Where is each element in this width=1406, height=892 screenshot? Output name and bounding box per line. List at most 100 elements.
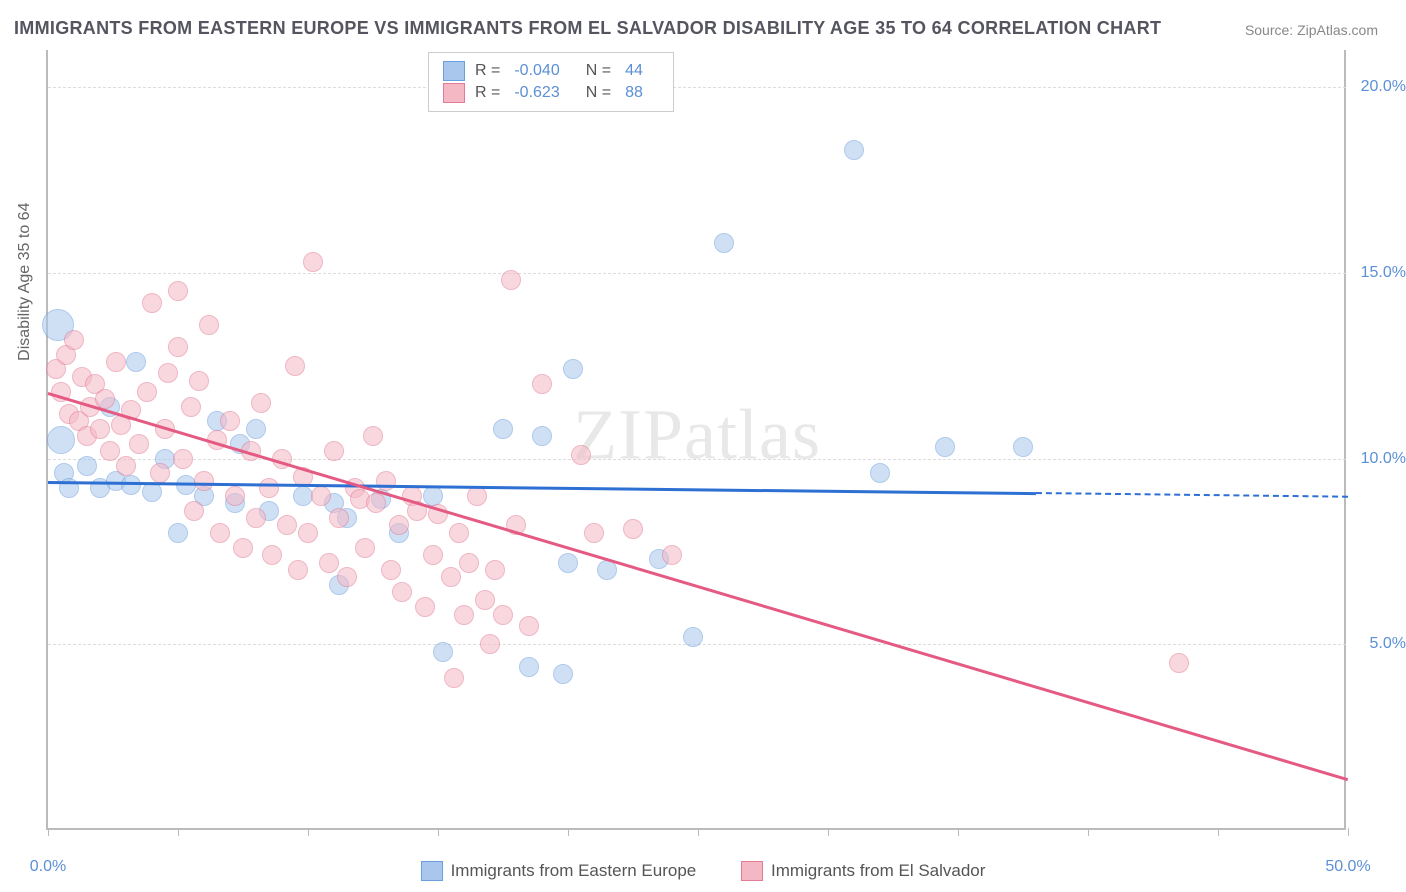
scatter-point <box>355 538 375 558</box>
swatch-icon <box>741 861 763 881</box>
x-tick <box>568 828 569 836</box>
scatter-point <box>233 538 253 558</box>
scatter-point <box>199 315 219 335</box>
n-label: N = <box>586 84 611 102</box>
scatter-point <box>324 441 344 461</box>
scatter-point <box>558 553 578 573</box>
y-tick-label: 5.0% <box>1370 635 1406 653</box>
y-axis-title: Disability Age 35 to 64 <box>16 203 34 361</box>
scatter-point <box>459 553 479 573</box>
r-label: R = <box>475 84 500 102</box>
scatter-point <box>844 140 864 160</box>
scatter-point <box>376 471 396 491</box>
scatter-point <box>563 359 583 379</box>
scatter-point <box>519 616 539 636</box>
scatter-point <box>532 374 552 394</box>
scatter-point <box>184 501 204 521</box>
scatter-point <box>714 233 734 253</box>
scatter-point <box>142 482 162 502</box>
scatter-point <box>194 471 214 491</box>
n-label: N = <box>586 62 611 80</box>
swatch-icon <box>421 861 443 881</box>
scatter-point <box>285 356 305 376</box>
scatter-point <box>311 486 331 506</box>
swatch-series-1 <box>443 61 465 81</box>
scatter-point <box>189 371 209 391</box>
grid-line <box>48 87 1346 88</box>
x-tick <box>308 828 309 836</box>
scatter-point <box>168 523 188 543</box>
scatter-point <box>423 545 443 565</box>
scatter-point <box>389 515 409 535</box>
trend-line <box>1036 492 1348 498</box>
scatter-point <box>106 352 126 372</box>
scatter-point <box>553 664 573 684</box>
scatter-point <box>485 560 505 580</box>
y-tick-label: 15.0% <box>1361 264 1406 282</box>
scatter-point <box>142 293 162 313</box>
scatter-point <box>662 545 682 565</box>
bottom-legend: Immigrants from Eastern Europe Immigrant… <box>0 861 1406 886</box>
scatter-point <box>168 337 188 357</box>
scatter-point <box>319 553 339 573</box>
scatter-point <box>423 486 443 506</box>
y-tick-label: 10.0% <box>1361 450 1406 468</box>
scatter-point <box>444 668 464 688</box>
scatter-point <box>259 478 279 498</box>
scatter-point <box>433 642 453 662</box>
scatter-point <box>47 426 75 454</box>
plot-area: ZIPatlas R = -0.040 N = 44 R = -0.623 N … <box>46 50 1346 830</box>
scatter-point <box>532 426 552 446</box>
scatter-point <box>293 486 313 506</box>
scatter-point <box>501 270 521 290</box>
scatter-point <box>220 411 240 431</box>
chart-title: IMMIGRANTS FROM EASTERN EUROPE VS IMMIGR… <box>14 18 1161 39</box>
r-value-2: -0.623 <box>514 84 559 102</box>
scatter-point <box>571 445 591 465</box>
source-label: Source: ZipAtlas.com <box>1245 22 1378 38</box>
scatter-point <box>251 393 271 413</box>
scatter-point <box>64 330 84 350</box>
scatter-point <box>381 560 401 580</box>
legend-row-series-1: R = -0.040 N = 44 <box>443 61 659 81</box>
series-name-2: Immigrants from El Salvador <box>771 861 985 881</box>
scatter-point <box>454 605 474 625</box>
scatter-point <box>246 419 266 439</box>
scatter-point <box>1013 437 1033 457</box>
scatter-point <box>363 426 383 446</box>
x-tick <box>1218 828 1219 836</box>
scatter-point <box>303 252 323 272</box>
plot-right-border <box>1344 50 1346 828</box>
scatter-point <box>683 627 703 647</box>
scatter-point <box>870 463 890 483</box>
grid-line <box>48 273 1346 274</box>
x-tick <box>698 828 699 836</box>
scatter-point <box>519 657 539 677</box>
scatter-point <box>329 508 349 528</box>
x-tick <box>438 828 439 836</box>
scatter-point <box>77 456 97 476</box>
bottom-legend-item-1: Immigrants from Eastern Europe <box>421 861 697 881</box>
scatter-point <box>225 486 245 506</box>
scatter-point <box>158 363 178 383</box>
scatter-point <box>90 419 110 439</box>
scatter-point <box>126 352 146 372</box>
scatter-point <box>298 523 318 543</box>
scatter-point <box>277 515 297 535</box>
r-value-1: -0.040 <box>514 62 559 80</box>
scatter-point <box>137 382 157 402</box>
scatter-point <box>337 567 357 587</box>
scatter-point <box>441 567 461 587</box>
scatter-point <box>210 523 230 543</box>
r-label: R = <box>475 62 500 80</box>
x-tick <box>1088 828 1089 836</box>
grid-line <box>48 459 1346 460</box>
scatter-point <box>262 545 282 565</box>
scatter-point <box>116 456 136 476</box>
scatter-point <box>168 281 188 301</box>
scatter-point <box>100 441 120 461</box>
swatch-series-2 <box>443 83 465 103</box>
scatter-point <box>623 519 643 539</box>
scatter-point <box>246 508 266 528</box>
scatter-point <box>935 437 955 457</box>
